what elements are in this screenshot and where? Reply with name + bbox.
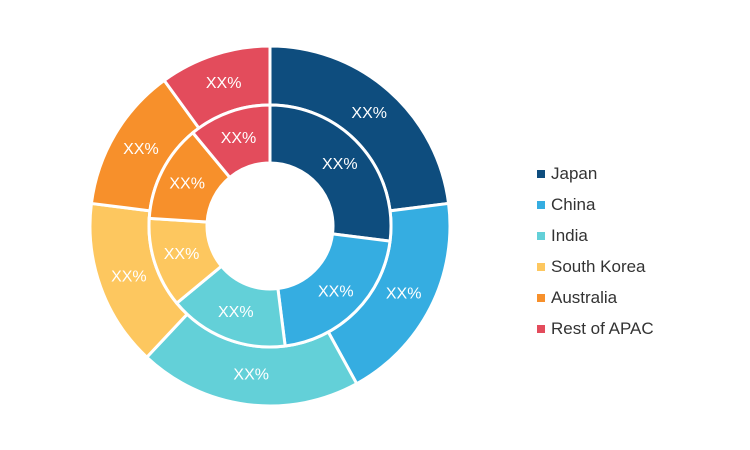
legend-item-australia: Australia (537, 282, 654, 313)
inner-slice-label: XX% (322, 156, 358, 173)
legend-item-japan: Japan (537, 158, 654, 189)
legend-item-south-korea: South Korea (537, 251, 654, 282)
legend-swatch (537, 324, 545, 333)
legend-swatch (537, 231, 545, 240)
inner-slice-label: XX% (318, 283, 354, 300)
inner-slice-label: XX% (221, 130, 257, 147)
legend-swatch (537, 262, 545, 271)
outer-slice-label: XX% (123, 141, 159, 158)
legend-label: China (551, 194, 596, 214)
outer-ring (88, 44, 452, 408)
legend-label: Japan (551, 163, 598, 183)
legend-label: Australia (551, 287, 618, 307)
inner-ring (147, 103, 393, 349)
outer-slice-label: XX% (111, 268, 147, 285)
inner-slice-china (276, 232, 392, 348)
legend-item-rest-of-apac: Rest of APAC (537, 313, 654, 344)
outer-slice-label: XX% (206, 75, 242, 92)
legend-swatch (537, 293, 545, 302)
legend-item-china: China (537, 189, 654, 220)
legend-swatch (537, 169, 545, 178)
legend-label: South Korea (551, 256, 646, 276)
inner-slice-label: XX% (164, 246, 200, 263)
inner-slice-japan (268, 103, 393, 243)
legend-item-india: India (537, 220, 654, 251)
outer-slice-label: XX% (233, 366, 269, 383)
outer-slice-label: XX% (386, 286, 422, 303)
inner-slice-rest-of-apac (190, 103, 272, 180)
slice-labels: XX% XX% XX% XX% XX% XX% XX% XX% XX% XX% XX% XX% (111, 75, 421, 383)
legend: Japan China India South Korea Australia Rest … (537, 158, 654, 344)
inner-slice-label: XX% (218, 304, 254, 321)
legend-label: Rest of APAC (551, 318, 654, 338)
legend-label: India (551, 225, 588, 245)
outer-slice-label: XX% (351, 105, 387, 122)
legend-swatch (537, 200, 545, 209)
inner-slice-label: XX% (169, 175, 205, 192)
